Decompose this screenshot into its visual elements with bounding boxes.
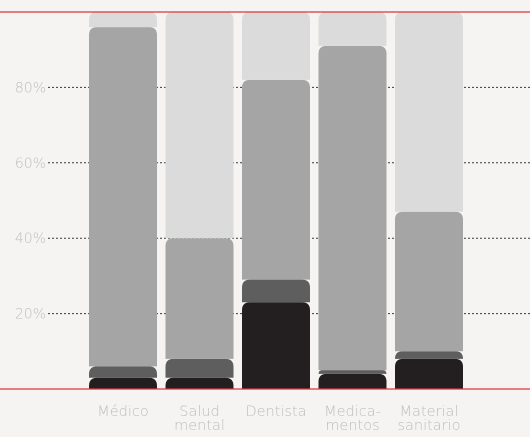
category-label-1-0: Salud	[179, 404, 220, 420]
bar-segment-4-2	[395, 211, 463, 352]
bar-segment-1-0	[165, 377, 234, 389]
bar-segment-3-0	[318, 373, 387, 389]
y-tick-label-40: 40%	[15, 231, 46, 247]
bar-segment-1-1	[165, 358, 234, 378]
bar-segment-2-3	[242, 12, 310, 80]
category-label-3-1: mentos	[325, 418, 379, 434]
bar-segment-1-2	[165, 238, 234, 359]
category-label-1-1: mental	[174, 418, 225, 434]
category-label-4-1: sanitario	[397, 418, 460, 434]
bar-segment-3-3	[318, 12, 387, 46]
y-tick-label-20: 20%	[15, 307, 46, 323]
bar-segment-1-3	[165, 12, 234, 239]
bar-segment-3-2	[318, 45, 387, 371]
bar-segment-0-1	[89, 366, 157, 378]
bar-segment-0-3	[89, 12, 157, 28]
bar-segment-2-1	[242, 279, 310, 303]
bar-segment-4-3	[395, 12, 463, 212]
bar-segment-0-2	[89, 27, 157, 367]
category-label-2-0: Dentista	[245, 404, 306, 420]
bar-segment-3-1	[318, 370, 387, 374]
bar-segment-2-2	[242, 79, 310, 280]
category-label-0-0: Médico	[97, 404, 149, 420]
y-tick-label-60: 60%	[15, 156, 46, 172]
bar-stack-2	[242, 12, 310, 389]
category-label-4-0: Material	[400, 404, 459, 420]
bar-stack-4	[395, 12, 463, 389]
bar-segment-4-0	[395, 358, 463, 389]
bars-layer	[89, 12, 463, 389]
bar-segment-2-0	[242, 302, 310, 389]
y-tick-label-80: 80%	[15, 80, 46, 96]
bar-segment-4-1	[395, 351, 463, 359]
bar-stack-1	[165, 12, 234, 389]
bar-stack-3	[318, 12, 387, 389]
reference-lines	[0, 11, 530, 390]
category-label-3-0: Medica-	[324, 404, 381, 420]
bar-stack-0	[89, 12, 157, 389]
bar-segment-0-0	[89, 377, 157, 389]
